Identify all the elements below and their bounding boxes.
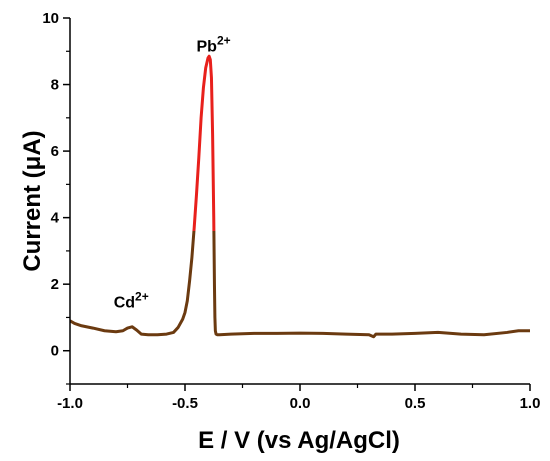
x-tick-label: -1.0 (57, 395, 83, 412)
peak-label: Pb2+ (197, 33, 231, 55)
peak-label: Cd2+ (114, 289, 149, 311)
curve-layer (70, 54, 530, 339)
tick-layer: -1.0 -0.5 0.0 0.5 1.0 0 2 4 6 8 10 (42, 10, 540, 412)
y-tick-label: 6 (51, 143, 59, 160)
y-tick-label: 0 (51, 343, 59, 360)
x-tick-label: 0.5 (405, 395, 426, 412)
current-curve-upper (192, 54, 216, 231)
annotation-layer: Cd2+ Pb2+ (114, 33, 231, 311)
x-tick-label: -0.5 (172, 395, 198, 412)
y-tick-label: 10 (42, 10, 59, 27)
y-tick-label: 2 (51, 276, 59, 293)
x-tick-label: 1.0 (520, 395, 541, 412)
y-tick-label: 8 (51, 77, 59, 94)
x-axis-title: E / V (vs Ag/AgCl) (198, 427, 400, 454)
y-axis-title: Current (μA) (19, 130, 46, 271)
plot-area (70, 18, 530, 384)
x-tick-label: 0.0 (290, 395, 311, 412)
y-tick-label: 4 (51, 210, 60, 227)
current-curve-lower (70, 230, 530, 339)
